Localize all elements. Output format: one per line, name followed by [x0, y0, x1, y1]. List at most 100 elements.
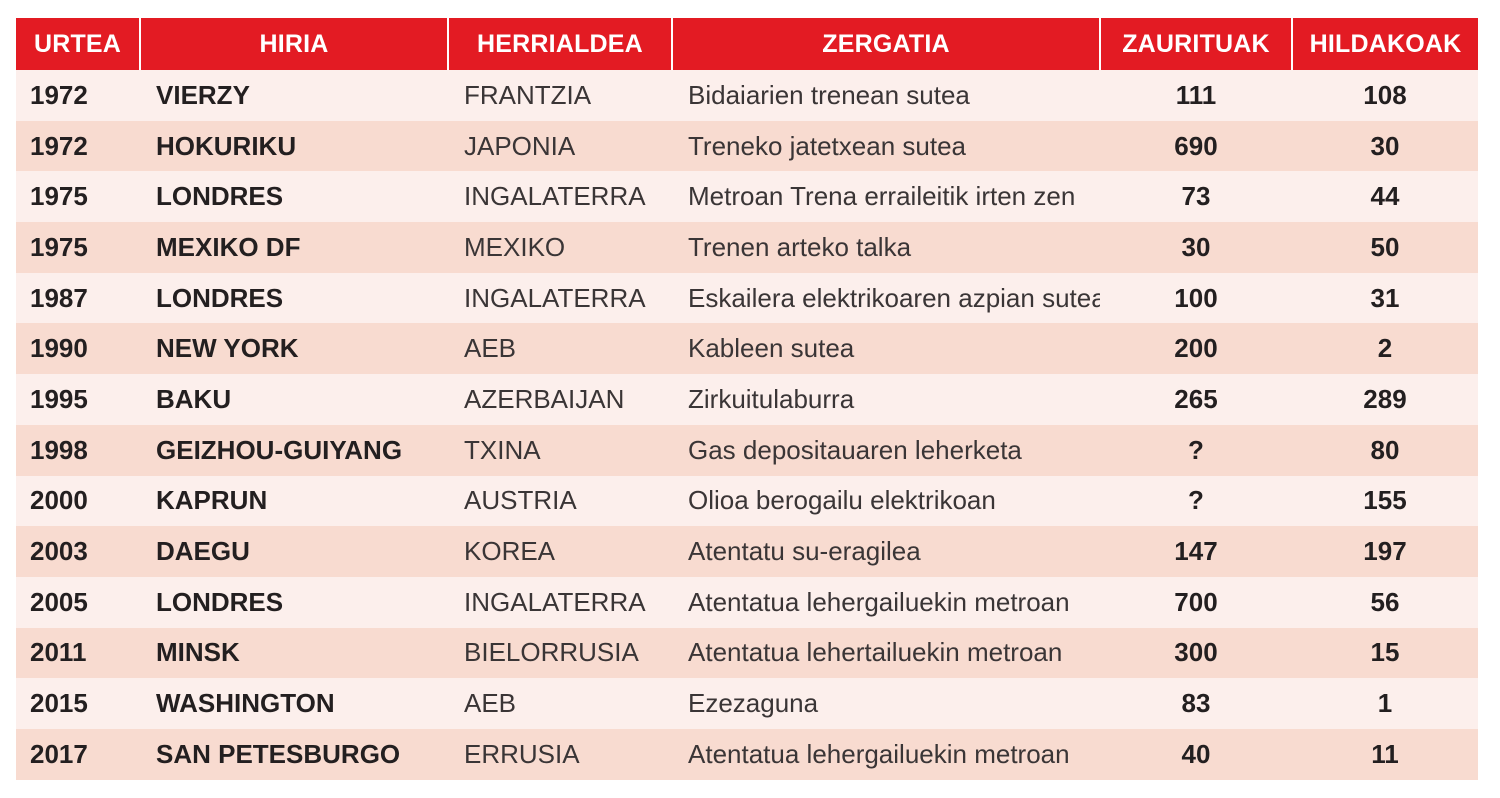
table-row: 1972 HOKURIKU JAPONIA Treneko jatetxean … [16, 120, 1478, 172]
cell-deaths: 56 [1370, 586, 1400, 617]
cell-cause: Zirkuitulaburra [688, 383, 855, 414]
cell-cause: Eskailera elektrikoaren azpian sutea [688, 282, 1100, 313]
cell-country: AEB [464, 688, 517, 719]
cell-deaths: 50 [1370, 231, 1400, 262]
cell-country: MEXIKO [464, 231, 566, 262]
table-header-row: URTEA HIRIA HERRIALDEA ZERGATIA ZAURITUA… [16, 18, 1478, 70]
cell-cause: Kableen sutea [688, 333, 855, 364]
metro-accidents-table: URTEA HIRIA HERRIALDEA ZERGATIA ZAURITUA… [16, 18, 1478, 780]
cell-cause: Gas depositauaren leherketa [688, 434, 1022, 465]
header-deaths: HILDAKOAK [1309, 29, 1462, 58]
cell-cause: Bidaiarien trenean sutea [688, 79, 970, 110]
cell-deaths: 197 [1363, 536, 1407, 567]
cell-year: 1975 [30, 181, 88, 212]
cell-year: 1975 [30, 231, 88, 262]
cell-injured: 300 [1174, 637, 1218, 668]
cell-injured: ? [1188, 434, 1204, 465]
table-row: 1987 LONDRES INGALATERRA Eskailera elekt… [16, 272, 1478, 324]
header-injured: ZAURITUAK [1100, 18, 1293, 70]
cell-deaths: 2 [1377, 333, 1393, 364]
cell-country: BIELORRUSIA [464, 637, 639, 668]
cell-country: INGALATERRA [464, 282, 646, 313]
cell-cause: Atentatua lehertailuekin metroan [688, 637, 1063, 668]
table-row: 1998 GEIZHOU-GUIYANG TXINA Gas depositau… [16, 424, 1478, 476]
cell-deaths: 30 [1370, 130, 1400, 161]
cell-year: 1995 [30, 383, 88, 414]
cell-year: 2005 [30, 586, 88, 617]
cell-city: LONDRES [156, 586, 284, 617]
cell-year: 1990 [30, 333, 88, 364]
cell-year: 1987 [30, 282, 88, 313]
cell-city: NEW YORK [156, 333, 299, 364]
cell-city: GEIZHOU-GUIYANG [156, 434, 403, 465]
cell-country: TXINA [464, 434, 541, 465]
table-row: 1995 BAKU AZERBAIJAN Zirkuitulaburra 265… [16, 374, 1478, 425]
cell-city: MINSK [156, 637, 240, 668]
table-row: 2011 MINSK BIELORRUSIA Atentatua leherta… [16, 627, 1478, 679]
cell-country: AEB [464, 333, 517, 364]
cell-injured: 73 [1181, 181, 1211, 212]
header-year: URTEA [16, 18, 141, 70]
cell-country: AZERBAIJAN [464, 383, 625, 414]
cell-city: LONDRES [156, 181, 284, 212]
cell-injured: 690 [1174, 130, 1218, 161]
cell-country: INGALATERRA [464, 181, 646, 212]
table-row: 2005 LONDRES INGALATERRA Atentatua leher… [16, 576, 1478, 628]
cell-injured: ? [1188, 485, 1204, 516]
table-row: 1972 VIERZY FRANTZIA Bidaiarien trenean … [16, 70, 1478, 121]
cell-deaths: 44 [1370, 181, 1400, 212]
cell-cause: Treneko jatetxean sutea [688, 130, 966, 161]
cell-city: KAPRUN [156, 485, 268, 516]
cell-deaths: 289 [1363, 383, 1407, 414]
cell-city: MEXIKO DF [156, 231, 301, 262]
cell-cause: Metroan Trena erraileitik irten zen [688, 181, 1076, 212]
table-row: 2003 DAEGU KOREA Atentatu su-eragilea 14… [16, 526, 1478, 577]
table-row: 1990 NEW YORK AEB Kableen sutea 200 2 [16, 323, 1478, 375]
table-row: 1975 MEXIKO DF MEXIKO Trenen arteko talk… [16, 222, 1478, 273]
table-row: 2000 KAPRUN AUSTRIA Olioa berogailu elek… [16, 475, 1478, 527]
cell-city: BAKU [156, 383, 232, 414]
cell-injured: 200 [1174, 333, 1218, 364]
cell-deaths: 155 [1363, 485, 1407, 516]
cell-injured: 30 [1181, 231, 1211, 262]
cell-country: INGALATERRA [464, 586, 646, 617]
cell-injured: 100 [1174, 282, 1218, 313]
cell-cause: Olioa berogailu elektrikoan [688, 485, 996, 516]
cell-deaths: 1 [1377, 688, 1393, 719]
cell-country: JAPONIA [464, 130, 576, 161]
header-country: HERRIALDEA [448, 18, 673, 70]
cell-injured: 111 [1175, 79, 1217, 110]
cell-country: KOREA [464, 536, 556, 567]
cell-country: FRANTZIA [464, 79, 592, 110]
cell-cause: Atentatua lehergailuekin metroan [688, 586, 1070, 617]
cell-injured: 147 [1174, 536, 1218, 567]
table-body: 1972 VIERZY FRANTZIA Bidaiarien trenean … [16, 70, 1478, 780]
table-row: 2015 WASHINGTON AEB Ezezaguna 83 1 [16, 678, 1478, 729]
cell-year: 1972 [30, 130, 88, 161]
cell-deaths: 108 [1363, 79, 1407, 110]
cell-injured: 700 [1174, 586, 1218, 617]
cell-injured: 83 [1181, 688, 1211, 719]
table-row: 1975 LONDRES INGALATERRA Metroan Trena e… [16, 171, 1478, 223]
cell-deaths: 15 [1370, 637, 1400, 668]
header-cause: ZERGATIA [672, 18, 1101, 70]
cell-year: 1998 [30, 434, 88, 465]
cell-deaths: 11 [1371, 738, 1399, 769]
cell-injured: 265 [1174, 383, 1218, 414]
cell-injured: 40 [1181, 738, 1211, 769]
cell-year: 2003 [30, 536, 88, 567]
cell-city: SAN PETESBURGO [156, 738, 401, 769]
cell-cause: Trenen arteko talka [688, 231, 912, 262]
cell-city: VIERZY [156, 79, 250, 110]
cell-city: LONDRES [156, 282, 284, 313]
cell-city: WASHINGTON [156, 688, 335, 719]
cell-city: HOKURIKU [156, 130, 297, 161]
cell-country: ERRUSIA [464, 738, 580, 769]
cell-cause: Ezezaguna [688, 688, 819, 719]
cell-city: DAEGU [156, 536, 250, 567]
cell-year: 2011 [30, 637, 87, 668]
header-city: HIRIA [140, 18, 449, 70]
cell-country: AUSTRIA [464, 485, 577, 516]
cell-cause: Atentatua lehergailuekin metroan [688, 738, 1070, 769]
